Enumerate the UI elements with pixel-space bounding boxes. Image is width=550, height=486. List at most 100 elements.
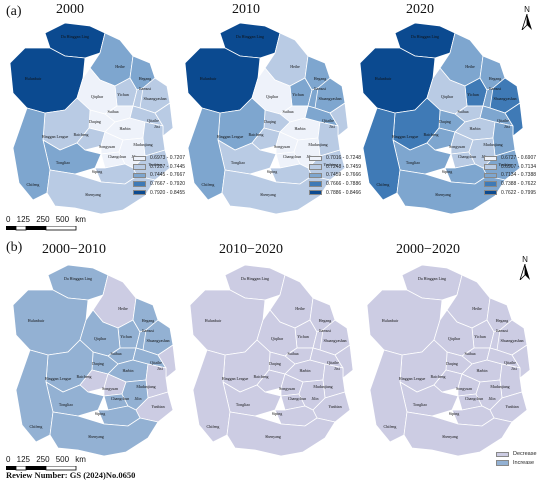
legend-item: 0.7666 - 0.7886	[309, 180, 361, 189]
scale-tick: 500	[55, 215, 70, 224]
legend-swatch	[309, 189, 322, 196]
region-label: Da Hinggan Ling	[241, 276, 269, 281]
map-change-2010-2020: Da Hinggan Ling Hulunbuir Heihe Yichun Hegan…	[189, 264, 354, 457]
legend-label: 0.7388 - 0.7622	[501, 181, 537, 188]
region-jixi	[157, 344, 177, 379]
north-arrow-icon	[521, 13, 532, 31]
region-label: Baicheng	[430, 374, 445, 379]
legend-swatch	[484, 181, 497, 187]
region-label: Daqing	[92, 361, 104, 366]
region-label: Daqing	[446, 361, 458, 366]
region-label: Mudanjiang	[313, 384, 332, 389]
region-label: Heihe	[465, 64, 475, 69]
legend-label: 0.6973 - 0.7207	[150, 155, 186, 162]
region-label: Shuangyashan	[143, 96, 166, 101]
region-label: Heihe	[115, 64, 125, 69]
region-label: Harbin	[469, 126, 480, 131]
region-label: Da Hinggan Ling	[411, 34, 439, 39]
region-label: Jixi	[334, 366, 341, 371]
region-label: Qiqihar	[271, 336, 284, 341]
region-label: Daqing	[439, 119, 451, 124]
legend-item: Increase	[496, 459, 537, 468]
legend-item: 0.7920 - 0.8455	[133, 188, 185, 197]
region-baicheng	[426, 127, 456, 151]
region-label: Daqing	[264, 119, 276, 124]
region-label: Hulunbuir	[205, 318, 222, 323]
legend-item: 0.7248 - 0.7459	[309, 163, 361, 172]
legend-swatch	[309, 155, 322, 162]
region-label: Hinggan League	[42, 134, 69, 139]
region-label: Suihua	[457, 109, 468, 114]
region-label: Hulunbuir	[200, 76, 217, 81]
region-label: Yichun	[467, 92, 479, 97]
map-title-2000-2010: 2000−2010	[42, 242, 106, 257]
region-label: Qitaihe	[150, 360, 162, 365]
region-label: Yichun	[292, 92, 304, 97]
scale-tick: 500	[55, 455, 70, 464]
region-jixi	[334, 344, 354, 379]
scale-bar-graphic	[6, 465, 77, 471]
region-label: Jilin	[312, 396, 319, 401]
region-label: Hulunbuir	[25, 76, 42, 81]
legend-item: 0.7667 - 0.7920	[133, 180, 185, 189]
legend-swatch	[484, 164, 497, 170]
legend-swatch	[133, 189, 146, 196]
map-title-2010-2020: 2010−2020	[219, 242, 283, 257]
legend-label: 0.7886 - 0.8466	[326, 189, 362, 196]
region-label: Shenyang	[265, 434, 281, 439]
legend-item: 0.7459 - 0.7666	[309, 171, 361, 180]
legend-swatch	[484, 189, 497, 196]
region-label: Tongliao	[231, 160, 245, 165]
region-baicheng	[433, 369, 463, 393]
region-label: Songyuan	[279, 386, 295, 391]
scale-tick: 125	[16, 215, 30, 224]
region-baicheng	[256, 369, 286, 393]
region-jixi	[511, 344, 531, 379]
region-label: Heihe	[472, 306, 482, 311]
legend-swatch	[484, 172, 497, 179]
region-chifeng	[12, 107, 51, 201]
region-label: Suihua	[110, 351, 121, 356]
region-label: Baicheng	[73, 132, 88, 137]
region-label: Hegang	[496, 318, 508, 323]
region-label: Jiamusi	[319, 328, 332, 333]
region-label: Songyuan	[99, 144, 115, 149]
region-label: Hinggan League	[217, 134, 244, 139]
region-label: Jiamusi	[489, 86, 502, 91]
region-label: Heihe	[290, 64, 300, 69]
region-label: Changchun	[465, 396, 483, 401]
north-label: N	[522, 255, 528, 264]
region-label: Shenyang	[442, 434, 458, 439]
region-label: Tongliao	[59, 402, 73, 407]
scale-unit: km	[75, 215, 86, 224]
region-label: Shenyang	[88, 434, 104, 439]
map-2020: Da Hinggan Ling Hulunbuir Heihe Yichun Hegan…	[359, 22, 524, 215]
region-label: Baicheng	[423, 132, 438, 137]
region-label: Qiqihar	[91, 94, 104, 99]
legend-label: 0.7666 - 0.7886	[326, 181, 362, 188]
legend-label: 0.7016 - 0.7248	[326, 155, 362, 162]
region-label: Jiamusi	[496, 328, 509, 333]
region-label: Shuangyashan	[146, 338, 169, 343]
region-chifeng	[15, 349, 54, 443]
legend-label: 0.6727 - 0.6907	[501, 155, 537, 162]
north-arrow-a: N	[520, 6, 534, 35]
region-label: Chifeng	[384, 424, 397, 429]
region-label: Daqing	[269, 361, 281, 366]
legend-item: 0.6727 - 0.6907	[484, 154, 536, 163]
legend-swatch	[309, 172, 322, 179]
review-number: Review Number: GS (2024)No.0650	[6, 470, 136, 480]
legend-label: 0.7248 - 0.7459	[326, 163, 362, 170]
region-label: Hulunbuir	[28, 318, 45, 323]
region-label: Mudanjiang	[483, 142, 502, 147]
legend-item: 0.7207 - 0.7445	[133, 163, 185, 172]
region-label: Shuangyashan	[318, 96, 341, 101]
scale-unit: km	[75, 455, 86, 464]
legend-change: Decrease Increase	[496, 450, 537, 467]
region-label: Songyuan	[456, 386, 472, 391]
legend-swatch	[484, 155, 497, 162]
map-title-2000-2020: 2000−2020	[396, 242, 460, 257]
region-label: Qitaihe	[322, 118, 334, 123]
region-label: Siping	[95, 411, 105, 416]
region-chifeng	[362, 107, 401, 201]
